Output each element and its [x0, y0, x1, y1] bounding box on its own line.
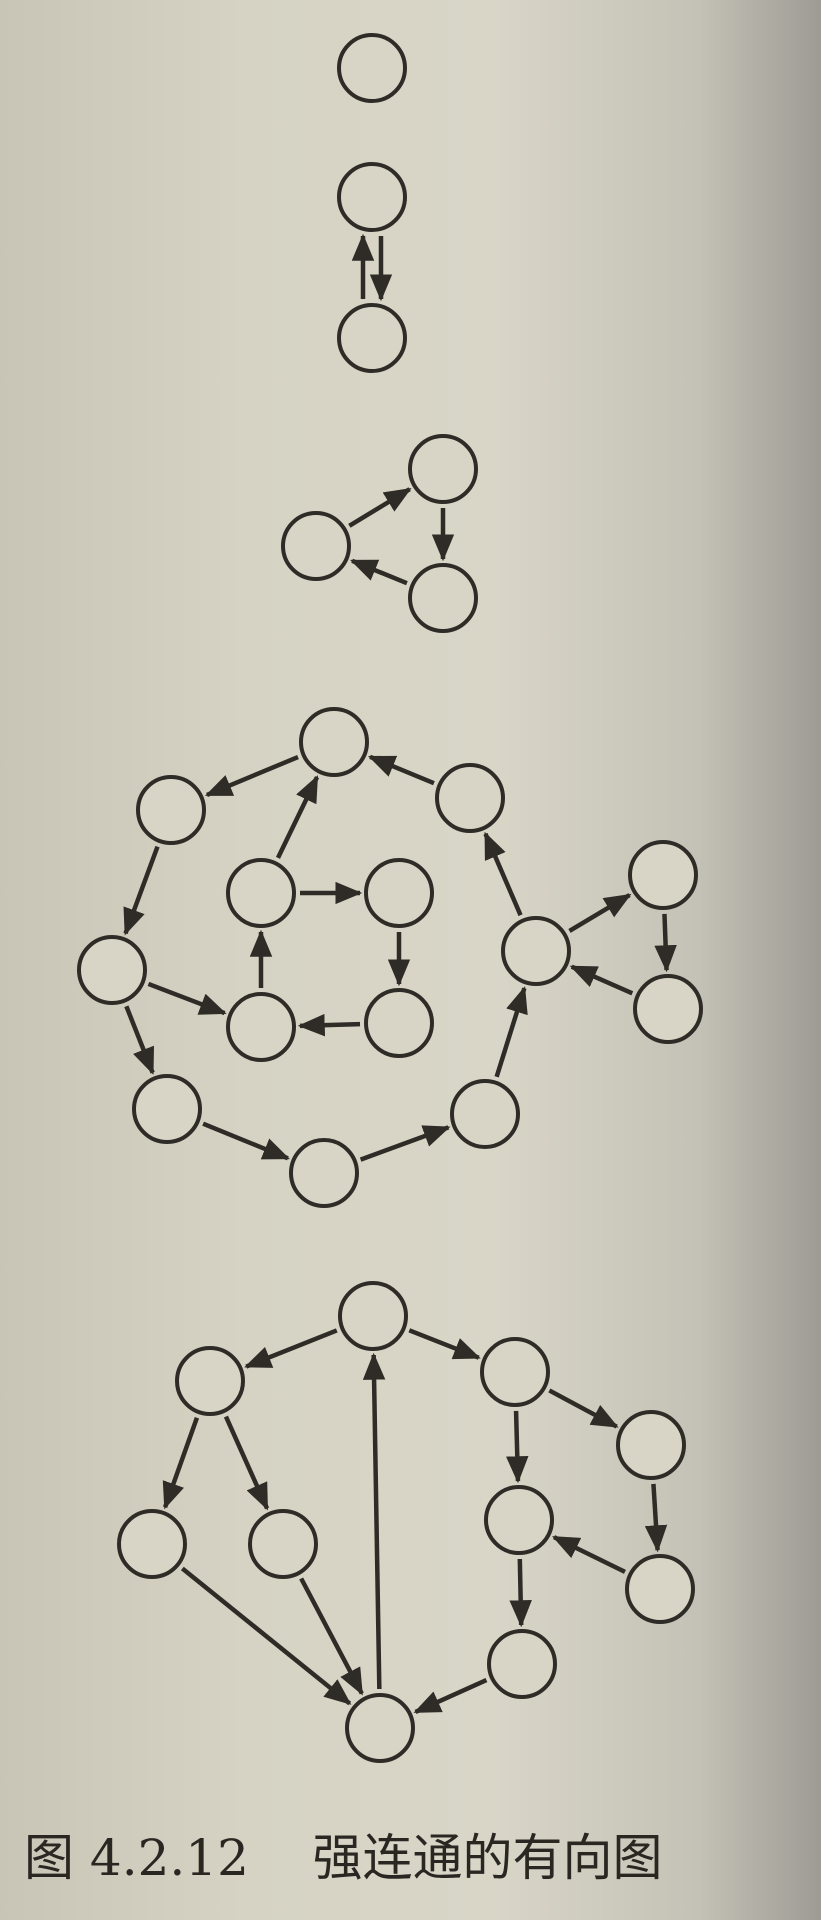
edge-td-to-right	[569, 964, 634, 996]
large-strongly-connected-edges	[123, 754, 677, 1162]
vertex-ibr	[364, 988, 434, 1058]
vertex-a	[408, 434, 478, 504]
edges-layer	[123, 233, 677, 1715]
vertex-left	[77, 935, 147, 1005]
edge-lr-to-bottom	[299, 1577, 364, 1696]
vertex-r	[480, 1337, 550, 1407]
vertex-ll	[117, 1509, 187, 1579]
edge-top-to-r	[408, 1328, 481, 1360]
edge-bl-to-bottom	[202, 1121, 290, 1161]
edge-bottom-to-top	[362, 1352, 386, 1690]
vertex-ul	[136, 775, 206, 845]
edge-rb-to-bottom	[413, 1677, 488, 1715]
figure-caption: 图 4.2.12 强连通的有向图	[24, 1829, 663, 1887]
edge-ll-to-bottom	[180, 1566, 352, 1706]
edge-bottom-to-br	[359, 1125, 451, 1162]
vertex-ur	[435, 763, 505, 833]
edge-rrb-to-rm	[552, 1535, 626, 1574]
vertex-td	[633, 974, 703, 1044]
vertex-l	[175, 1346, 245, 1416]
vertex-top	[338, 1281, 408, 1351]
edge-br-to-right	[494, 986, 528, 1078]
edge-tu-to-td	[654, 913, 677, 973]
vertex-rm	[484, 1485, 554, 1555]
vertex-rb	[487, 1629, 557, 1699]
vertex-a	[337, 162, 407, 232]
vertex-lr	[248, 1509, 318, 1579]
vertex-bottom	[345, 1693, 415, 1763]
three-vertex-cycle-edges	[348, 487, 455, 586]
two-vertex-cycle-vertices	[337, 162, 407, 373]
edge-l-to-ll	[162, 1416, 200, 1510]
vertex-rrb	[625, 1554, 695, 1624]
nodes-layer	[77, 33, 703, 1763]
vertex-ibl	[226, 992, 296, 1062]
edge-rm-to-rb	[509, 1558, 532, 1628]
vertex-bottom	[289, 1138, 359, 1208]
large-strongly-connected-vertices	[77, 707, 703, 1208]
vertex-br	[450, 1079, 520, 1149]
single-vertex-vertices	[337, 33, 407, 103]
edge-right-to-ur	[483, 831, 523, 917]
edge-ibr-to-ibl	[297, 1013, 361, 1037]
edge-l-to-lr	[223, 1415, 270, 1511]
edge-rr-to-rrb	[644, 1483, 668, 1553]
vertex-tu	[628, 840, 698, 910]
edge-b-to-c	[350, 558, 408, 586]
edge-ur-to-top	[367, 754, 435, 786]
vertex-c	[281, 511, 351, 581]
edge-left-to-ibl	[147, 981, 227, 1016]
tree-like-strongly-connected-edges	[162, 1328, 668, 1715]
edge-right-to-tu	[568, 893, 632, 933]
edge-left-to-bl	[124, 1005, 155, 1075]
vertex-bl	[132, 1074, 202, 1144]
edge-ul-to-left	[123, 845, 160, 936]
edge-c-to-a	[348, 487, 412, 528]
vertex-top	[299, 707, 369, 777]
edge-r-to-rm	[506, 1410, 529, 1484]
vertex-right	[501, 916, 571, 986]
edge-top-to-l	[244, 1328, 338, 1369]
vertex-a	[337, 33, 407, 103]
two-vertex-cycle-edges	[351, 233, 393, 302]
tree-like-strongly-connected-vertices	[117, 1281, 695, 1763]
vertex-il	[226, 858, 296, 928]
edge-top-to-ul	[204, 754, 299, 798]
vertex-ir	[364, 858, 434, 928]
vertex-rr	[616, 1410, 686, 1480]
vertex-b	[337, 303, 407, 373]
edge-r-to-rr	[548, 1388, 619, 1429]
strongly-connected-digraphs-diagram	[77, 33, 703, 1763]
vertex-b	[408, 563, 478, 633]
edge-il-to-top	[275, 775, 320, 859]
three-vertex-cycle-vertices	[281, 434, 478, 633]
